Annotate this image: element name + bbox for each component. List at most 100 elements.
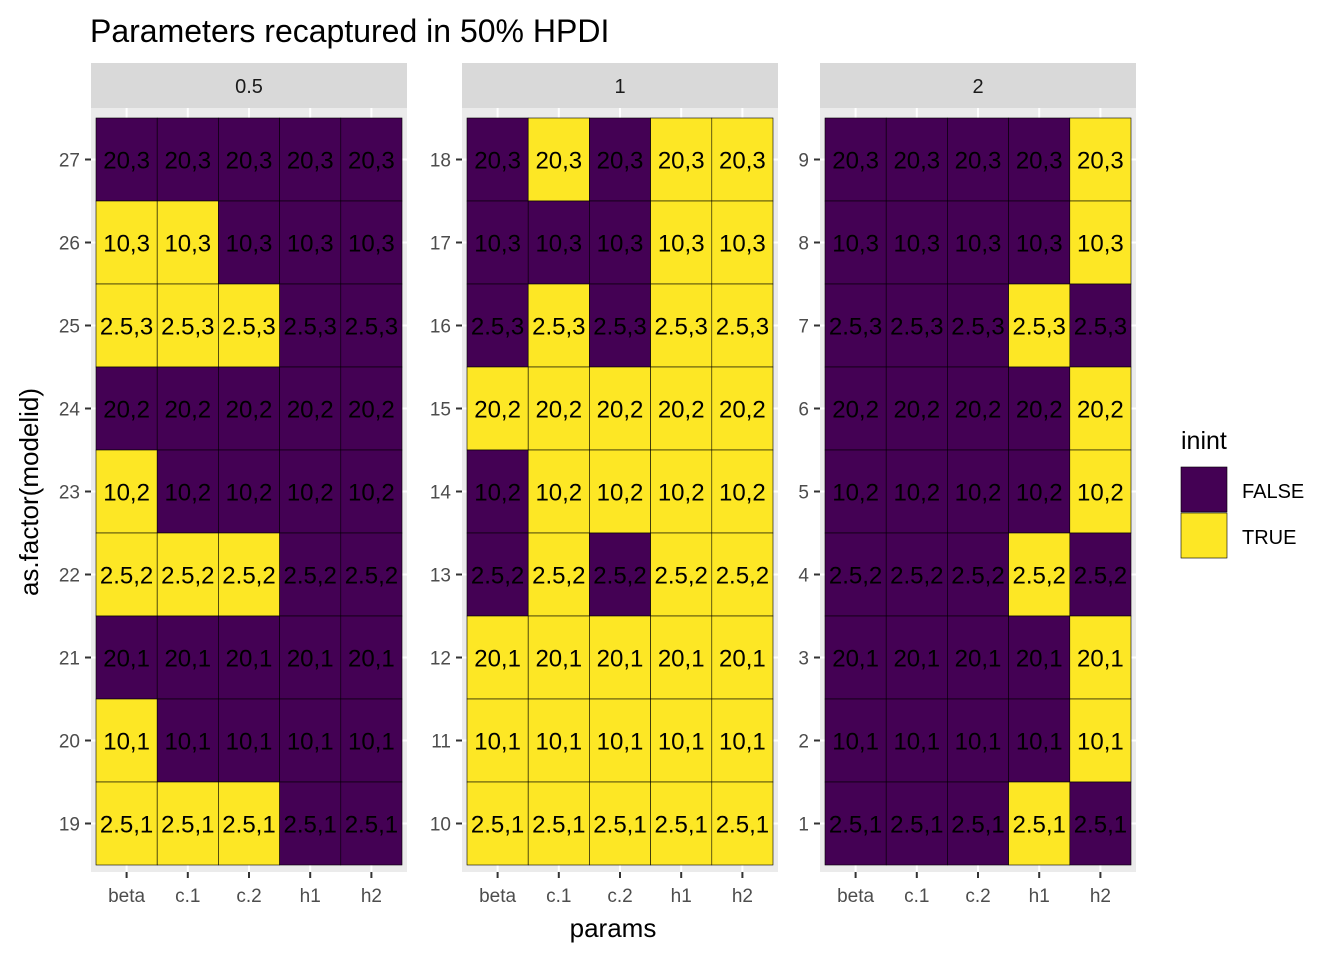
tile-label: 10,3 <box>226 231 273 258</box>
heatmap-tile <box>1008 449 1071 534</box>
heatmap-tile <box>279 781 342 866</box>
tile-label: 10,3 <box>658 231 705 258</box>
heatmap-tile <box>1069 366 1132 451</box>
heatmap-tile <box>156 117 219 202</box>
tile-label: 20,1 <box>103 646 150 673</box>
tile-label: 2.5,3 <box>951 314 1004 341</box>
heatmap-tile <box>218 615 280 700</box>
tile-label: 20,3 <box>955 148 1002 175</box>
heatmap-tile <box>1008 200 1071 285</box>
legend-swatch-false <box>1180 466 1228 513</box>
tile-label: 10,3 <box>893 231 940 258</box>
tile-label: 10,3 <box>1016 231 1063 258</box>
heatmap-tile <box>340 781 403 866</box>
tile-label: 2.5,2 <box>716 563 769 590</box>
x-tick-label: h2 <box>361 886 382 907</box>
facet-strip-bg <box>91 63 407 108</box>
tile-label: 20,2 <box>348 397 395 424</box>
tile-label: 10,1 <box>1077 729 1124 756</box>
tile-label: 20,2 <box>226 397 273 424</box>
tile-label: 10,1 <box>164 729 211 756</box>
heatmap-tile <box>527 200 590 285</box>
tile-label: 20,2 <box>832 397 879 424</box>
tile-label: 20,3 <box>103 148 150 175</box>
tile-label: 10,1 <box>893 729 940 756</box>
heatmap-tile <box>1008 781 1071 866</box>
tile-label: 20,2 <box>658 397 705 424</box>
x-tick-label: c.1 <box>904 886 929 907</box>
tile-label: 2.5,2 <box>345 563 398 590</box>
tile-label: 20,3 <box>1077 148 1124 175</box>
x-tick-label: beta <box>837 886 874 907</box>
heatmap-tile <box>711 698 774 783</box>
tile-label: 10,1 <box>597 729 644 756</box>
y-tick-label: 21 <box>59 649 80 670</box>
y-tick-label: 19 <box>59 815 80 836</box>
x-tick-label: h1 <box>1029 886 1050 907</box>
tile-label: 2.5,1 <box>222 812 275 839</box>
x-tick-label: c.1 <box>175 886 200 907</box>
tile-label: 10,1 <box>719 729 766 756</box>
tile-label: 2.5,3 <box>471 314 524 341</box>
y-axis-title: as.factor(modelid) <box>14 388 44 596</box>
heatmap-tile <box>340 117 403 202</box>
heatmap-tile <box>885 366 948 451</box>
y-tick-label: 17 <box>430 234 451 255</box>
tile-label: 2.5,3 <box>593 314 646 341</box>
tile-label: 10,2 <box>226 480 273 507</box>
x-tick-label: c.2 <box>607 886 632 907</box>
facet-panel-0.5: 0.5 20,3 20,3 20,3 20,3 20,3 27 10,3 10,3 10,3 10,… <box>59 63 407 907</box>
tile-label: 20,3 <box>832 148 879 175</box>
tile-label: 10,1 <box>474 729 521 756</box>
y-tick-label: 5 <box>798 483 809 504</box>
tile-label: 10,3 <box>597 231 644 258</box>
heatmap-tile <box>95 532 158 617</box>
tile-label: 2.5,3 <box>161 314 214 341</box>
heatmap-tile <box>589 781 651 866</box>
tile-label: 20,2 <box>535 397 582 424</box>
heatmap-tile <box>279 615 342 700</box>
tile-label: 10,2 <box>164 480 211 507</box>
facet-strip-label: 0.5 <box>235 76 263 98</box>
y-tick-label: 15 <box>430 400 451 421</box>
tile-label: 2.5,1 <box>1013 812 1066 839</box>
heatmap-tile <box>466 283 529 368</box>
tile-label: 20,2 <box>287 397 334 424</box>
tile-label: 20,2 <box>955 397 1002 424</box>
tile-label: 20,1 <box>597 646 644 673</box>
legend-title: inint <box>1181 427 1227 455</box>
heatmap-tile <box>156 532 219 617</box>
heatmap-tile <box>650 698 713 783</box>
heatmap-tile <box>885 615 948 700</box>
heatmap-tile <box>711 200 774 285</box>
y-tick-label: 23 <box>59 483 80 504</box>
heatmap-tile <box>947 117 1009 202</box>
heatmap-tile <box>218 200 280 285</box>
heatmap-tile <box>527 698 590 783</box>
x-tick-label: h1 <box>671 886 692 907</box>
heatmap-tile <box>1069 283 1132 368</box>
y-tick-label: 1 <box>798 815 809 836</box>
heatmap-tile <box>885 117 948 202</box>
tile-label: 10,2 <box>658 480 705 507</box>
x-axis-title: params <box>570 913 657 943</box>
tile-label: 2.5,2 <box>1074 563 1127 590</box>
y-tick-label: 7 <box>798 317 809 338</box>
tile-label: 2.5,1 <box>284 812 337 839</box>
heatmap-tile <box>527 615 590 700</box>
tile-label: 20,1 <box>658 646 705 673</box>
heatmap-tile <box>711 283 774 368</box>
tile-label: 10,2 <box>1016 480 1063 507</box>
tile-label: 10,3 <box>164 231 211 258</box>
heatmap-tile <box>279 117 342 202</box>
heatmap-tile <box>824 615 887 700</box>
heatmap-tile <box>824 200 887 285</box>
heatmap-tile <box>589 117 651 202</box>
y-tick-label: 11 <box>431 732 451 753</box>
tile-label: 20,1 <box>164 646 211 673</box>
tile-label: 10,3 <box>832 231 879 258</box>
tile-label: 10,1 <box>103 729 150 756</box>
tile-label: 20,3 <box>474 148 521 175</box>
tile-label: 2.5,3 <box>655 314 708 341</box>
x-tick-label: h2 <box>1090 886 1111 907</box>
